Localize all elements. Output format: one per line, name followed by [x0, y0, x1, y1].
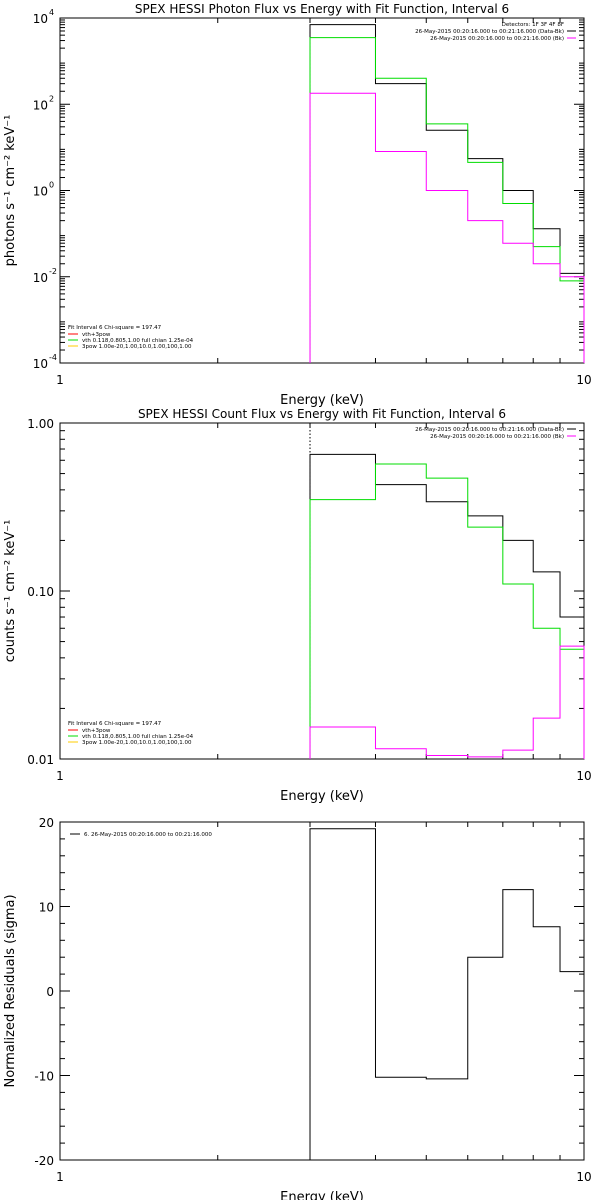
legend-entry: 26-May-2015 00:20:16.000 to 00:21:16.000… — [430, 36, 564, 42]
y-tick-label: -20 — [34, 1154, 54, 1168]
y-tick-label: 10 — [33, 357, 48, 371]
y-tick-label: 20 — [39, 816, 54, 830]
y-tick-label: 10 — [33, 98, 48, 112]
y-tick-label: 0.10 — [27, 585, 54, 599]
plot-frame — [59, 422, 585, 760]
x-tick-label: 1 — [56, 1170, 64, 1184]
y-axis-label: photons s⁻¹ cm⁻² keV⁻¹ — [3, 115, 18, 267]
y-tick-label: -10 — [34, 1070, 54, 1084]
series-line-1 — [309, 453, 585, 759]
series-line-2 — [309, 37, 585, 363]
y-tick-exponent: -4 — [49, 353, 57, 362]
x-axis-label: Energy (keV) — [280, 393, 364, 408]
x-tick-label: 1 — [56, 373, 64, 387]
y-tick-exponent: 4 — [49, 8, 54, 17]
y-tick-label: 10 — [33, 271, 48, 285]
chart-title: SPEX HESSI Photon Flux vs Energy with Fi… — [135, 2, 509, 16]
panel-3: 1 10 Energy (keV) -20 -10 0 10 20 Normalized Res… — [3, 816, 592, 1200]
legend-entry: 3pow 1.00e-20,1.00,10.0,1.00,100,1.00 — [82, 740, 192, 746]
plot-frame — [59, 821, 585, 1161]
series-line-1 — [309, 24, 585, 363]
y-tick-exponent: 2 — [49, 94, 54, 103]
panel-2: SPEX HESSI Count Flux vs Energy with Fit… — [3, 407, 592, 804]
legend-header: Fit Interval 6 Chi-square = 197.47 — [68, 325, 162, 331]
panel-1: SPEX HESSI Photon Flux vs Energy with Fi… — [3, 2, 592, 408]
y-axis-label: Normalized Residuals (sigma) — [3, 894, 18, 1087]
x-axis-label: Energy (keV) — [280, 1190, 364, 1200]
legend-entry: vth 0.118,0.805,1.00 full chian 1.25e-04 — [82, 338, 194, 344]
series-line-3 — [309, 92, 585, 363]
y-tick-label: 10 — [33, 12, 48, 26]
y-tick-exponent: -2 — [49, 267, 57, 276]
y-tick-label: 0.01 — [27, 753, 54, 767]
legend-header: Fit Interval 6 Chi-square = 197.47 — [68, 721, 162, 727]
legend-entry: 26-May-2015 00:20:16.000 to 00:21:16.000… — [415, 427, 564, 433]
series-line-1 — [309, 828, 584, 1160]
x-tick-label: 10 — [576, 373, 591, 387]
y-tick-label: 0 — [46, 985, 54, 999]
x-tick-label: 10 — [576, 769, 591, 783]
y-tick-label: 10 — [39, 901, 54, 915]
legend-header: Detectors: 1F 3F 4F 8F — [502, 22, 564, 28]
series-line-2 — [309, 463, 585, 759]
series-line-3 — [309, 645, 585, 759]
legend-entry: 26-May-2015 00:20:16.000 to 00:21:16.000… — [415, 29, 564, 35]
legend-entry: vth 0.118,0.805,1.00 full chian 1.25e-04 — [82, 734, 194, 740]
y-tick-label: 1.00 — [27, 417, 54, 431]
x-tick-label: 10 — [576, 1170, 591, 1184]
legend-entry: vth+3pow — [82, 332, 111, 338]
y-axis-label: counts s⁻¹ cm⁻² keV⁻¹ — [3, 520, 18, 663]
x-tick-label: 1 — [56, 769, 64, 783]
y-tick-label: 10 — [33, 185, 48, 199]
legend-entry: vth+3pow — [82, 728, 111, 734]
y-tick-exponent: 0 — [49, 181, 54, 190]
legend-entry: 26-May-2015 00:20:16.000 to 00:21:16.000… — [430, 434, 564, 440]
legend-entry: 6. 26-May-2015 00:20:16.000 to 00:21:16.… — [84, 832, 212, 838]
chart-title: SPEX HESSI Count Flux vs Energy with Fit… — [138, 407, 506, 421]
x-axis-label: Energy (keV) — [280, 789, 364, 804]
legend-entry: 3pow 1.00e-20,1.00,10.0,1.00,100,1.00 — [82, 344, 192, 350]
